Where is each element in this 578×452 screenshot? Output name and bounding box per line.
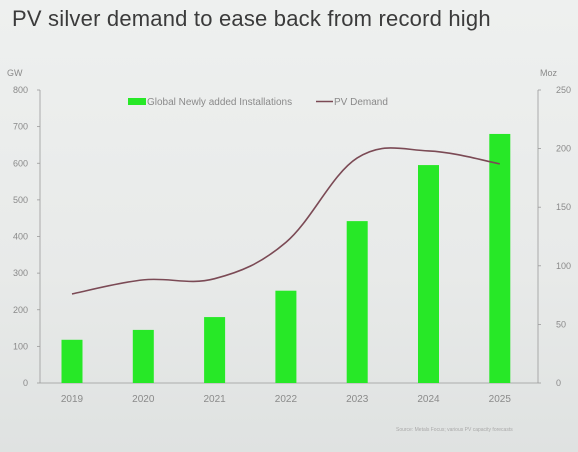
x-tick-label: 2023 [346,394,369,405]
bar-2019 [61,339,83,383]
x-tick-label: 2020 [132,394,155,405]
right-tick-label: 200 [556,144,571,154]
bar-2023 [346,221,368,383]
bar-2024 [418,165,439,383]
left-tick-label: 800 [13,85,28,95]
x-tick-label: 2024 [417,394,440,405]
x-tick-label: 2021 [203,394,226,405]
legend-line-label: PV Demand [334,97,388,108]
left-tick-label: 700 [13,122,28,132]
x-tick-label: 2019 [61,394,84,405]
left-tick-label: 200 [13,305,28,315]
left-tick-label: 500 [13,195,28,205]
right-tick-label: 150 [556,202,571,212]
left-tick-label: 100 [13,341,28,351]
bar-2022 [275,290,297,383]
page-title: PV silver demand to ease back from recor… [12,6,491,31]
left-tick-label: 300 [13,268,28,278]
legend-bar-label: Global Newly added Installations [147,97,292,108]
bar-2025 [489,133,511,383]
right-tick-label: 250 [556,85,571,95]
legend-bar-swatch [128,98,146,105]
right-tick-label: 100 [556,261,571,271]
source-note: Source: Metals Focus; various PV capacit… [396,427,513,433]
left-axis-unit: GW [7,68,23,78]
right-tick-label: 0 [556,378,561,388]
left-tick-label: 0 [23,378,28,388]
pv-demand-line [71,147,500,295]
left-tick-label: 600 [13,158,28,168]
right-axis-unit: Moz [540,68,558,78]
x-tick-label: 2022 [275,394,298,405]
right-tick-label: 50 [556,319,566,329]
left-tick-label: 400 [13,232,28,242]
x-tick-label: 2025 [489,394,512,405]
bar-2020 [132,329,154,383]
bar-2021 [204,317,226,383]
